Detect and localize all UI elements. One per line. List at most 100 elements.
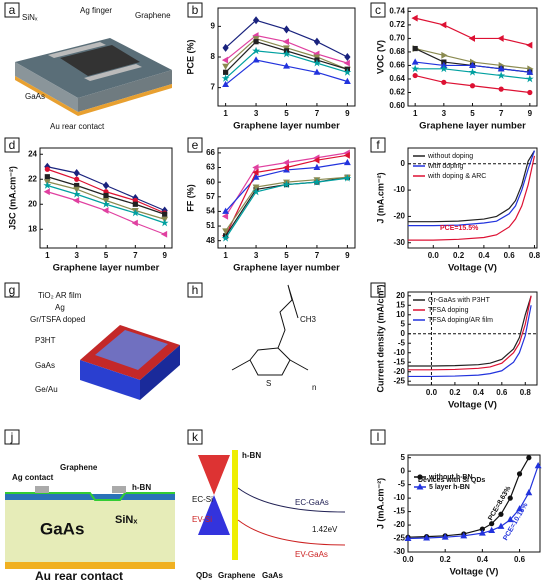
- y-tick-label: 5: [401, 453, 406, 462]
- marker: [253, 39, 259, 45]
- marker: [252, 187, 260, 196]
- marker: [282, 38, 289, 46]
- x-tick-label: 3: [74, 251, 79, 260]
- ag: [35, 486, 49, 493]
- marker: [252, 168, 259, 176]
- marker: [343, 151, 350, 159]
- legend-label: 5 layer h-BN: [429, 484, 470, 491]
- graphene: [5, 492, 175, 501]
- label: h-BN: [132, 483, 151, 492]
- series-line: [408, 150, 536, 227]
- x-tick-label: 0.8: [520, 388, 532, 397]
- marker: [313, 59, 321, 67]
- marker: [344, 52, 351, 62]
- marker: [44, 166, 50, 172]
- x-tick-label: 0.4: [478, 251, 490, 260]
- marker: [468, 34, 475, 42]
- marker: [525, 74, 534, 83]
- y-tick-label: 0.64: [389, 74, 405, 83]
- marker: [313, 37, 321, 46]
- y-axis-label: VOC (V): [375, 40, 385, 74]
- y-axis-label: FF (%): [185, 184, 195, 212]
- y-tick-label: 66: [206, 148, 215, 157]
- label: S: [266, 379, 271, 388]
- y-tick-label: -25: [393, 534, 405, 543]
- marker: [526, 68, 534, 75]
- y-tick-label: 0.62: [389, 88, 405, 97]
- y-tick-label: 15: [396, 300, 405, 309]
- marker: [416, 483, 424, 490]
- marker: [160, 230, 168, 238]
- marker: [411, 64, 420, 73]
- y-tick-label: 0: [401, 466, 406, 475]
- y-tick-label: 9: [211, 21, 216, 30]
- band: [237, 519, 346, 546]
- y-tick-label: -25: [393, 376, 405, 385]
- marker: [222, 80, 230, 88]
- x-tick-label: 0.0: [428, 251, 440, 260]
- x-tick-label: 0.0: [402, 555, 414, 564]
- y-tick-label: -10: [393, 348, 405, 357]
- x-tick-label: 0.0: [426, 388, 438, 397]
- label: EC-GaAs: [295, 498, 329, 507]
- x-axis-label: Voltage (V): [450, 567, 499, 578]
- marker: [343, 174, 352, 182]
- y-tick-label: 24: [28, 149, 37, 158]
- chain: [277, 284, 299, 349]
- panel-j: Graphene Ag contact h-BN SiNₓ GaAs Au re…: [5, 463, 175, 583]
- ag: [112, 486, 126, 493]
- annotation: PCE=10.18%: [502, 501, 530, 542]
- panel-letter: e: [192, 138, 199, 152]
- marker: [343, 68, 352, 76]
- panel-letter: g: [9, 283, 16, 297]
- marker: [404, 534, 412, 542]
- panel-k: h-BN EC-Si EV-Si EC-GaAs EV-GaAs 1.42eV …: [192, 450, 346, 580]
- label: Ag: [55, 303, 65, 312]
- x-tick-label: 0.2: [440, 555, 452, 564]
- marker: [72, 190, 81, 198]
- x-tick-label: 7: [315, 251, 320, 260]
- marker: [527, 89, 533, 96]
- marker: [313, 163, 321, 171]
- x-tick-label: 0.4: [473, 388, 485, 397]
- marker: [131, 219, 138, 227]
- label: SiNₓ: [115, 514, 138, 526]
- label: Au rear contact: [50, 122, 105, 131]
- cone: [198, 495, 230, 535]
- sin: [5, 494, 175, 500]
- x-tick-label: 7: [499, 109, 504, 118]
- y-tick-label: 5: [401, 319, 406, 328]
- legend-label: TFSA doping: [428, 307, 469, 314]
- y-tick-label: 18: [28, 224, 37, 233]
- marker: [417, 474, 423, 480]
- y-tick-label: -20: [393, 367, 405, 376]
- x-tick-label: 0.2: [453, 251, 465, 260]
- y-tick-label: -30: [393, 547, 405, 556]
- y-tick-label: -10: [393, 493, 405, 502]
- x-tick-label: 9: [528, 109, 533, 118]
- y-tick-label: -5: [398, 338, 406, 347]
- marker: [507, 495, 513, 501]
- marker: [497, 34, 504, 42]
- marker: [103, 192, 109, 199]
- legend-label: without doping: [427, 153, 473, 160]
- marker: [313, 156, 320, 164]
- panel-letter-box: [187, 2, 203, 18]
- au-layer: [15, 76, 172, 116]
- panel-letter: b: [192, 3, 199, 17]
- y-tick-label: 0.74: [389, 6, 405, 15]
- x-tick-label: 9: [345, 109, 350, 118]
- panel-letter-box: [370, 282, 386, 298]
- marker: [489, 521, 495, 527]
- marker: [283, 62, 290, 69]
- marker: [102, 181, 110, 190]
- panel-letter-box: [187, 429, 203, 445]
- ag-finger: [84, 64, 142, 81]
- x-axis-label: Voltage (V): [448, 263, 497, 274]
- marker: [282, 49, 291, 58]
- label: Au rear contact: [35, 569, 123, 583]
- marker: [497, 522, 505, 529]
- y-tick-label: 60: [206, 177, 215, 186]
- panel-h: CH3 S n: [231, 284, 317, 392]
- panel-letter-box: [187, 282, 203, 298]
